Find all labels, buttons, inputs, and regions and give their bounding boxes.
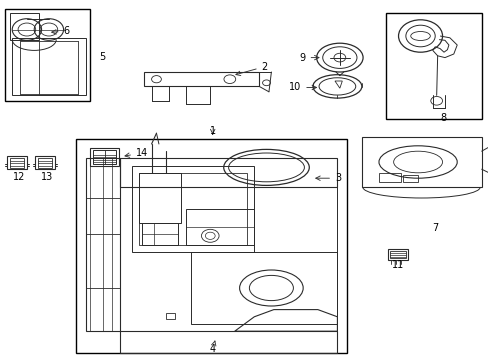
- Bar: [35, 156, 55, 169]
- Text: 7: 7: [431, 223, 437, 233]
- Bar: [7, 156, 27, 169]
- Bar: [166, 313, 175, 319]
- Text: 8: 8: [439, 113, 446, 123]
- Bar: [386, 13, 481, 119]
- Text: 5: 5: [99, 52, 105, 62]
- Bar: [76, 139, 346, 353]
- Text: 4: 4: [209, 341, 215, 354]
- Bar: [387, 249, 407, 260]
- Bar: [5, 9, 90, 101]
- Bar: [378, 173, 400, 182]
- Text: 6: 6: [52, 26, 70, 36]
- Text: 11: 11: [391, 260, 404, 270]
- Text: 14: 14: [125, 148, 148, 158]
- Bar: [38, 158, 52, 168]
- Text: 1: 1: [209, 126, 215, 136]
- Text: 12: 12: [13, 172, 26, 182]
- Bar: [93, 150, 116, 164]
- Bar: [10, 158, 24, 168]
- Bar: [90, 148, 119, 166]
- Bar: [403, 175, 417, 182]
- Text: 9: 9: [299, 53, 318, 63]
- Text: 2: 2: [235, 62, 267, 76]
- Text: 13: 13: [41, 172, 54, 182]
- Text: 3: 3: [315, 173, 341, 183]
- Text: 10: 10: [288, 82, 316, 93]
- Bar: [389, 251, 405, 258]
